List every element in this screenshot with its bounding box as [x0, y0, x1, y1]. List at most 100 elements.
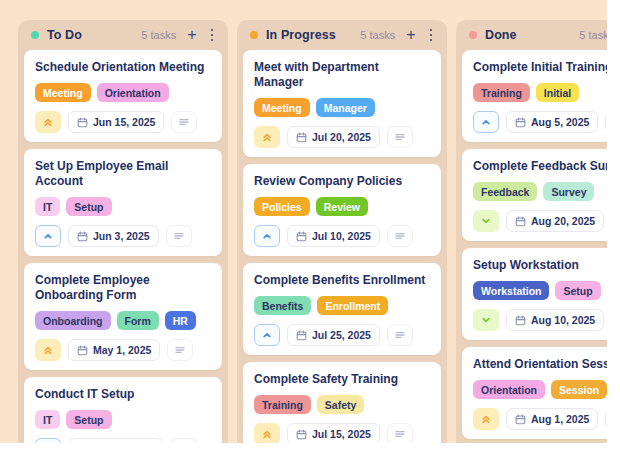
tag-pill[interactable]: Setup — [66, 410, 111, 429]
cards-list: Complete Initial TrainingTrainingInitial… — [456, 50, 607, 439]
task-card[interactable]: Setup Workstation Workstation Setup Aug 10,… — [462, 248, 607, 340]
tag-pill[interactable]: Workstation — [473, 281, 549, 300]
add-card-icon[interactable]: + — [406, 27, 415, 43]
priority-medium-icon[interactable] — [35, 438, 61, 443]
tag-row: Meeting Manager — [254, 98, 430, 117]
column-done: Done5 tasks+Complete Initial TrainingTra… — [456, 20, 607, 443]
calendar-icon — [77, 345, 88, 356]
columns-container: To Do5 tasks+Schedule Orientation Meetin… — [18, 20, 607, 443]
tag-pill[interactable]: Benefits — [254, 296, 311, 315]
tag-pill[interactable]: Initial — [536, 83, 579, 102]
task-card[interactable]: Conduct IT SetupITSetupJun 25, 2025 — [24, 377, 222, 443]
tag-pill[interactable]: Review — [316, 197, 368, 216]
due-date-chip[interactable]: Jul 25, 2025 — [287, 324, 380, 346]
priority-medium-icon[interactable] — [254, 225, 280, 247]
tag-pill[interactable]: Safety — [317, 395, 365, 414]
task-card[interactable]: Complete Employee Onboarding FormOnboard… — [24, 263, 222, 370]
tag-pill[interactable]: Form — [117, 311, 159, 330]
tag-row: Benefits Enrollment — [254, 296, 430, 315]
task-card[interactable]: Attend Orientation Session Orientation Ses… — [462, 347, 607, 439]
due-date-chip[interactable]: Jul 10, 2025 — [287, 225, 380, 247]
task-card[interactable]: Review Company Policies Policies Review Jul… — [243, 164, 441, 256]
column-menu-icon[interactable] — [209, 27, 216, 44]
priority-high-icon[interactable] — [254, 423, 280, 443]
meta-row: May 1, 2025 — [35, 339, 211, 361]
tag-row: Onboarding Form HR — [35, 311, 211, 330]
priority-low-icon[interactable] — [473, 210, 499, 232]
meta-row: Jun 25, 2025 — [35, 438, 211, 443]
add-card-icon[interactable]: + — [187, 27, 196, 43]
tag-row: Workstation Setup — [473, 281, 607, 300]
meta-row: Jul 15, 2025 — [254, 423, 430, 443]
calendar-icon — [296, 132, 307, 143]
task-count-badge: 5 tasks — [579, 29, 607, 41]
task-card[interactable]: Meet with Department ManagerMeetingManag… — [243, 50, 441, 157]
priority-low-icon[interactable] — [473, 309, 499, 331]
task-card[interactable]: Set Up Employee Email AccountITSetupJun … — [24, 149, 222, 256]
task-title: Complete Safety Training — [254, 372, 430, 387]
task-title: Setup Workstation — [473, 258, 607, 273]
priority-high-icon[interactable] — [35, 339, 61, 361]
tag-pill[interactable]: IT — [35, 410, 60, 429]
tag-pill[interactable]: Orientation — [97, 83, 169, 102]
task-card[interactable]: Complete Benefits EnrollmentBenefitsEnro… — [243, 263, 441, 355]
tag-pill[interactable]: Orientation — [473, 380, 545, 399]
task-title: Review Company Policies — [254, 174, 430, 189]
meta-row: Jul 10, 2025 — [254, 225, 430, 247]
due-date-chip[interactable]: Aug 5, 2025 — [506, 111, 598, 133]
tag-pill[interactable]: Training — [473, 83, 530, 102]
tag-pill[interactable]: Feedback — [473, 182, 537, 201]
tag-pill[interactable]: Survey — [543, 182, 594, 201]
due-date-chip[interactable]: Aug 1, 2025 — [506, 408, 598, 430]
priority-high-icon[interactable] — [254, 126, 280, 148]
task-card[interactable]: Complete Initial TrainingTrainingInitial… — [462, 50, 607, 142]
due-date-chip[interactable]: May 1, 2025 — [68, 339, 160, 361]
tag-pill[interactable]: Enrollment — [317, 296, 388, 315]
calendar-icon — [296, 330, 307, 341]
description-icon[interactable] — [166, 225, 192, 247]
priority-medium-icon[interactable] — [35, 225, 61, 247]
tag-pill[interactable]: Onboarding — [35, 311, 111, 330]
description-icon[interactable] — [171, 111, 197, 133]
tag-pill[interactable]: Meeting — [35, 83, 91, 102]
tag-pill[interactable]: Manager — [316, 98, 375, 117]
tag-pill[interactable]: Setup — [555, 281, 600, 300]
column-menu-icon[interactable] — [428, 27, 435, 44]
tag-pill[interactable]: Training — [254, 395, 311, 414]
meta-row: Aug 1, 2025 — [473, 408, 607, 430]
description-icon[interactable] — [387, 324, 413, 346]
description-icon[interactable] — [387, 126, 413, 148]
task-card[interactable]: Complete Feedback SurveyFeedbackSurveyAu… — [462, 149, 607, 241]
column-header: Done5 tasks+ — [456, 20, 607, 50]
tag-pill[interactable]: Session — [551, 380, 607, 399]
description-icon[interactable] — [387, 225, 413, 247]
tag-pill[interactable]: Setup — [66, 197, 111, 216]
due-date-chip[interactable]: Jun 3, 2025 — [68, 225, 159, 247]
description-icon[interactable] — [167, 339, 193, 361]
due-date-text: Aug 1, 2025 — [531, 413, 589, 425]
task-count-badge: 5 tasks — [141, 29, 176, 41]
priority-medium-icon[interactable] — [473, 111, 499, 133]
tag-pill[interactable]: Policies — [254, 197, 310, 216]
due-date-chip[interactable]: Jul 20, 2025 — [287, 126, 380, 148]
tag-pill[interactable]: HR — [165, 311, 196, 330]
priority-high-icon[interactable] — [473, 408, 499, 430]
tag-pill[interactable]: Meeting — [254, 98, 310, 117]
description-icon[interactable] — [387, 423, 413, 443]
tag-pill[interactable]: IT — [35, 197, 60, 216]
calendar-icon — [515, 216, 526, 227]
due-date-chip[interactable]: Aug 20, 2025 — [506, 210, 604, 232]
tag-row: Training Initial — [473, 83, 607, 102]
priority-medium-icon[interactable] — [254, 324, 280, 346]
task-card[interactable]: Complete Safety Training Training Safety Ju… — [243, 362, 441, 443]
description-icon[interactable] — [171, 438, 197, 443]
due-date-chip[interactable]: Jun 25, 2025 — [68, 438, 164, 443]
task-title: Attend Orientation Session — [473, 357, 607, 372]
due-date-chip[interactable]: Jul 15, 2025 — [287, 423, 380, 443]
description-icon[interactable] — [605, 111, 607, 133]
description-icon[interactable] — [605, 408, 607, 430]
task-card[interactable]: Schedule Orientation MeetingMeetingOrien… — [24, 50, 222, 142]
priority-high-icon[interactable] — [35, 111, 61, 133]
due-date-chip[interactable]: Aug 10, 2025 — [506, 309, 604, 331]
due-date-chip[interactable]: Jun 15, 2025 — [68, 111, 164, 133]
